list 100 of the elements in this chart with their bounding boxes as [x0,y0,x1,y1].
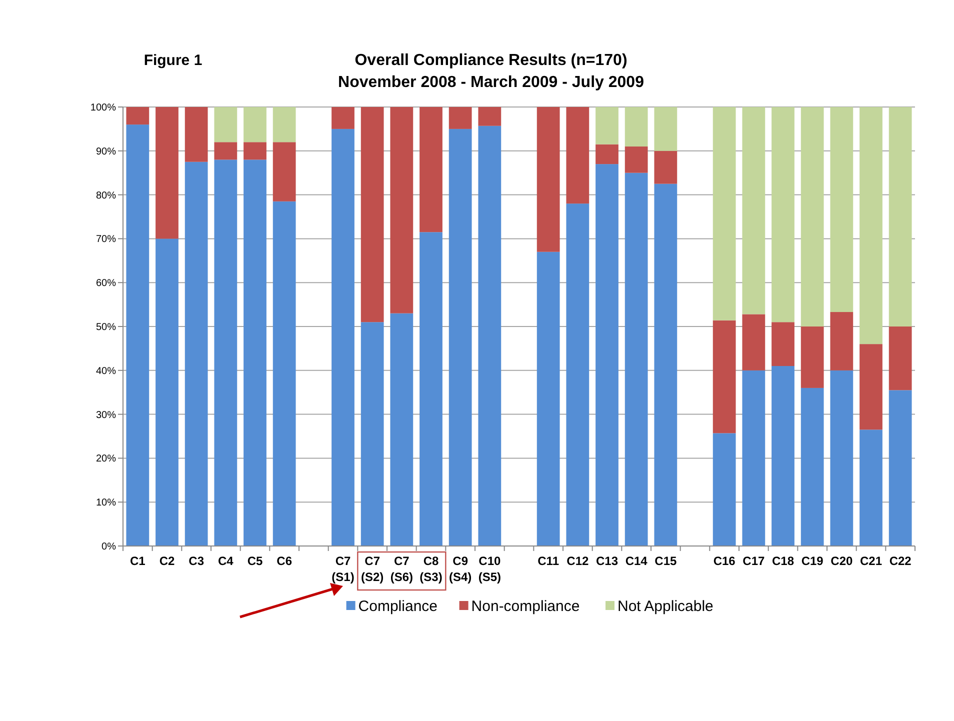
legend-label: Non-compliance [471,598,580,615]
bar [566,204,590,546]
x-tick-label: C11 [538,554,560,568]
bar [712,320,736,434]
chart-subtitle: November 2008 - March 2009 - July 2009 [338,74,644,91]
y-tick-label: 80% [96,190,116,202]
bar [272,107,296,142]
y-tick-label: 60% [96,278,116,290]
y-tick-label: 0% [102,542,116,552]
y-tick-label: 20% [96,454,116,465]
x-tick-label: C18 [772,554,794,568]
bar [742,107,766,314]
bar [448,128,472,546]
x-tick-label: C4 [218,554,234,568]
x-tick-label: C2 [159,554,175,568]
bar [126,107,150,125]
x-tick-label: C12 [566,554,589,568]
bar [800,388,824,546]
bar [596,144,618,164]
bar [214,107,238,142]
x-tick-label: C10 (S5) [478,554,502,584]
bar [596,107,618,144]
bar [360,107,384,322]
bar [360,322,384,546]
bar [156,107,178,239]
bar [566,107,590,204]
y-tick-label: 50% [96,322,116,333]
y-tick-label: 10% [96,498,116,509]
bar [624,107,648,147]
bar [420,107,442,232]
x-tick-label: C5 [247,554,263,568]
y-tick-label: 90% [96,146,116,158]
bar [800,107,824,326]
bar [390,107,414,314]
bar [244,107,266,142]
legend-label: Not Applicable [618,598,714,615]
bar [214,160,238,546]
bar [860,107,882,344]
y-tick-label: 70% [96,234,116,246]
bar [244,142,266,160]
bar [420,232,442,546]
x-tick-label: C7 (S2) [360,554,384,584]
bar [624,172,648,546]
y-tick-label: 40% [96,366,116,377]
x-tick-label: C17 [742,554,765,568]
bar [654,107,678,151]
y-tick-label: 30% [96,410,116,421]
bar [888,326,912,390]
bar [742,370,766,546]
x-tick-label: C16 [713,554,736,568]
x-tick-label: C9 (S4) [448,554,472,584]
bar [244,160,266,546]
bar [184,162,208,546]
bar [624,146,648,173]
x-tick-label: C7 (S1) [332,554,354,584]
bar [860,344,882,430]
x-tick-label: C14 [625,554,648,568]
bar [654,150,678,184]
legend-label: Compliance [358,598,438,615]
bar [830,312,854,370]
bar [272,201,296,546]
bar [536,252,560,546]
x-tick-label: C7 (S6) [390,554,414,584]
bar [536,107,560,252]
bar [390,313,414,546]
x-tick-label: C20 [830,554,853,568]
bar [712,433,736,546]
x-tick-label: C3 [188,554,204,568]
x-tick-label: C13 [596,554,618,568]
bar [860,430,882,546]
bar [272,142,296,202]
bar [654,184,678,546]
bar [712,107,736,320]
bar [478,107,502,126]
bar [184,107,208,162]
x-tick-label: C22 [889,554,912,568]
bar [214,142,238,160]
bar [332,107,354,129]
caption: Figure 1 [144,52,202,69]
bar [772,107,794,322]
x-tick-label: C6 [276,554,292,568]
bar [772,366,794,546]
bar [830,107,854,312]
bar [332,128,354,546]
y-tick-label: 100% [90,102,116,114]
bar [448,107,472,129]
chart-title: Overall Compliance Results (n=170) [354,52,628,69]
bar [888,390,912,546]
bar [800,326,824,388]
bar [126,124,150,546]
x-tick-label: C15 [654,554,677,568]
x-tick-label: C19 [801,554,824,568]
x-tick-label: C21 [860,554,882,568]
x-tick-label: C8 (S3) [420,554,442,584]
bar [772,322,794,366]
bar [596,164,618,546]
bar [156,238,178,546]
bar [742,314,766,370]
bar [478,126,502,546]
bar [830,370,854,546]
